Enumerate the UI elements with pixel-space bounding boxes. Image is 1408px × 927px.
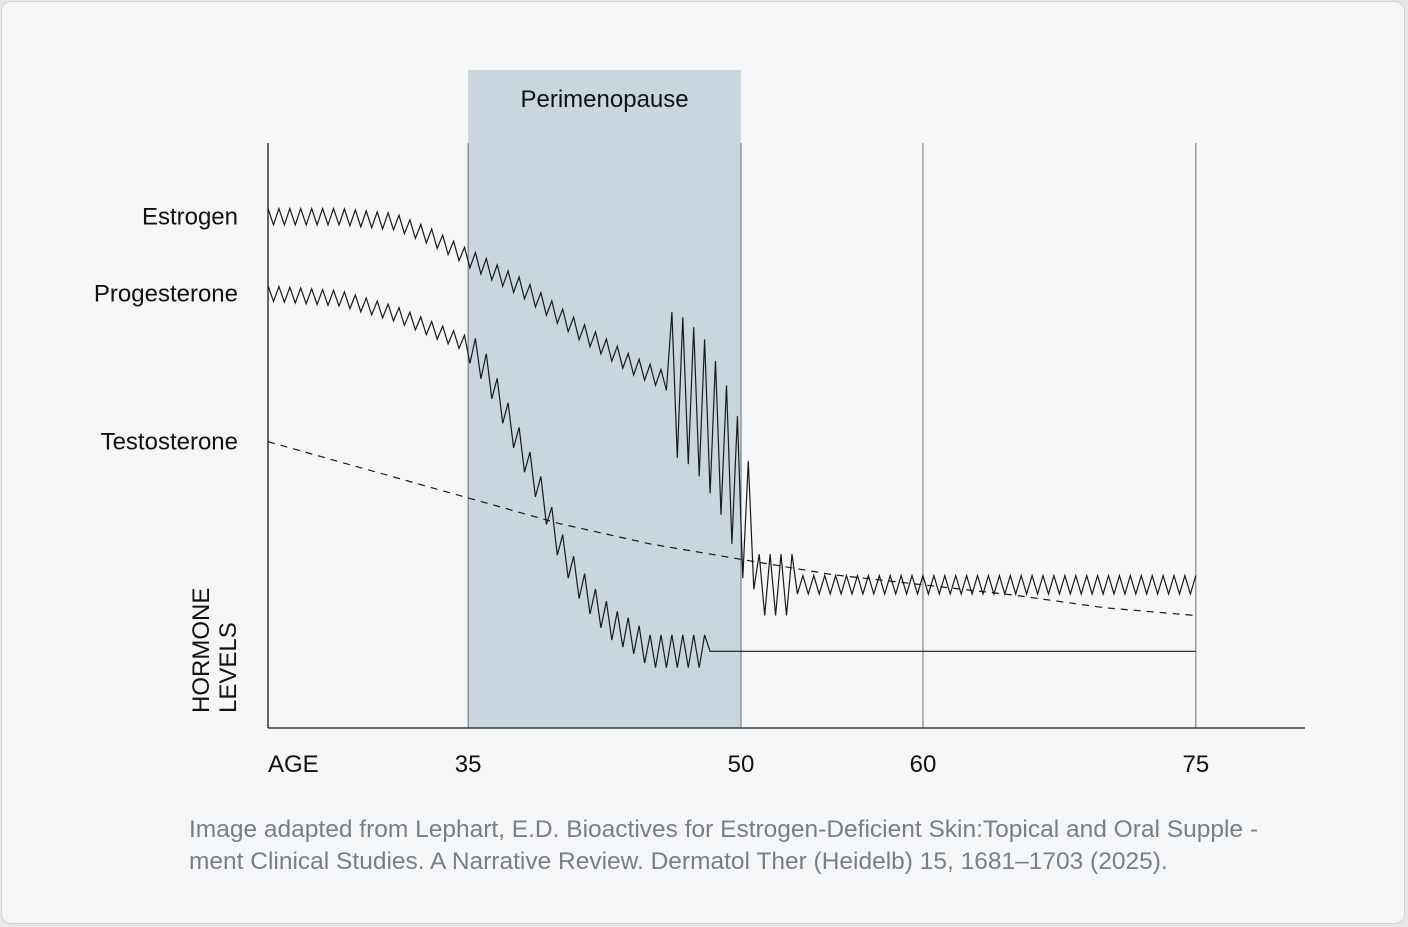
caption-line-2: ment Clinical Studies. A Narrative Revie…	[189, 848, 1168, 875]
perimenopause-band	[468, 70, 742, 728]
hormone-chart: Perimenopause Estrogen Progesterone Testos…	[94, 70, 1305, 778]
testosterone-label: Testosterone	[101, 429, 238, 456]
caption-line-1: Image adapted from Lephart, E.D. Bioacti…	[189, 816, 1259, 843]
progesterone-label: Progesterone	[94, 280, 238, 307]
y-axis-label-line-1: HORMONE	[188, 588, 215, 713]
figure-caption: Image adapted from Lephart, E.D. Bioacti…	[189, 814, 1349, 878]
estrogen-line	[267, 206, 1197, 616]
perimenopause-label: Perimenopause	[521, 86, 689, 113]
progesterone-line	[267, 284, 1196, 668]
testosterone-line	[267, 441, 1196, 617]
x-tick-75: 75	[1182, 751, 1209, 778]
estrogen-label: Estrogen	[142, 204, 238, 231]
x-tick-35: 35	[455, 751, 482, 778]
y-axis-label: HORMONE LEVELS	[188, 581, 242, 713]
x-tick-50: 50	[728, 751, 755, 778]
y-axis-label-line-2: LEVELS	[215, 622, 242, 713]
x-tick-60: 60	[910, 751, 937, 778]
x-axis-label: AGE	[268, 751, 319, 778]
